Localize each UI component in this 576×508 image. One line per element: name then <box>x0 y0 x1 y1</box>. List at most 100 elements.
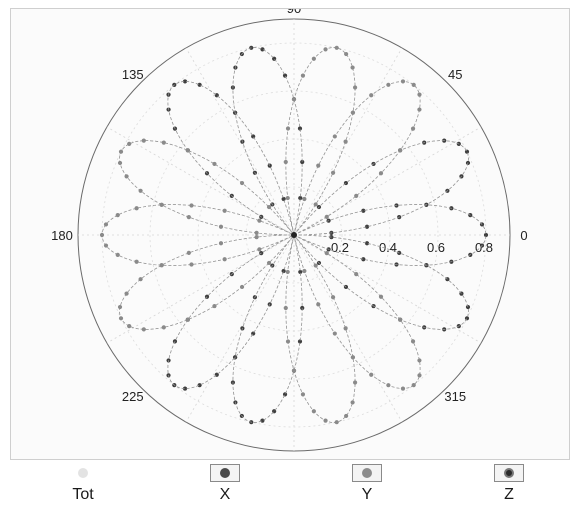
data-point-y <box>410 126 416 131</box>
data-point-x <box>251 134 256 139</box>
radial-tick-label: 0.6 <box>427 240 445 255</box>
data-point-y <box>283 159 288 165</box>
data-point-y <box>189 203 194 208</box>
data-point-x <box>260 418 265 423</box>
legend-item-z[interactable]: Z <box>474 462 544 506</box>
data-point-y <box>186 250 191 255</box>
angle-tick-label: 270 <box>283 460 305 461</box>
data-point-x <box>361 257 366 262</box>
data-point-y <box>324 214 329 219</box>
plot-area: 0.2 0.4 0.6 0.8 0 45 90 135 180 225 270 315 <box>10 8 570 461</box>
data-point-y <box>103 222 109 227</box>
data-point-y <box>313 202 318 207</box>
data-point-y <box>186 215 191 220</box>
angle-tick-label: 45 <box>448 67 462 82</box>
data-point-y <box>159 202 164 207</box>
data-point-x <box>282 73 288 78</box>
data-point-y <box>323 418 328 423</box>
legend-swatch-y <box>352 464 382 482</box>
data-point-x <box>251 331 256 336</box>
data-point-y <box>285 126 291 131</box>
data-point-y <box>417 358 422 363</box>
data-point-x <box>364 224 370 229</box>
data-point-y <box>127 323 132 329</box>
data-point-x <box>483 232 489 238</box>
angle-tick-label: 0 <box>520 228 527 243</box>
data-point-y <box>115 213 120 218</box>
data-point-y <box>118 316 124 321</box>
data-point-y <box>283 305 288 311</box>
data-point-y <box>254 235 259 240</box>
data-point-x <box>361 208 366 213</box>
data-point-y <box>218 241 224 246</box>
data-point-x <box>465 304 471 310</box>
data-point-y <box>386 383 391 388</box>
data-point-y <box>398 317 403 322</box>
data-point-y <box>343 326 348 331</box>
data-point-y <box>285 269 290 275</box>
data-point-y <box>334 420 339 425</box>
data-point-y <box>324 251 329 256</box>
data-point-x <box>300 159 305 165</box>
data-point-y <box>411 82 416 87</box>
data-point-y <box>117 304 123 310</box>
data-point-y <box>330 295 336 300</box>
data-point-y <box>344 51 349 57</box>
data-point-y <box>239 284 245 290</box>
data-point-y <box>350 355 356 360</box>
data-point-y <box>138 277 143 282</box>
legend-swatch-z <box>494 464 524 482</box>
data-point-y <box>254 230 259 235</box>
polar-spoke <box>106 234 295 344</box>
polar-spoke <box>293 234 403 423</box>
data-point-y <box>417 92 422 97</box>
data-point-x <box>281 196 286 202</box>
radial-tick-label: 0.8 <box>475 240 493 255</box>
data-point-y <box>141 138 146 143</box>
data-point-y <box>316 163 321 168</box>
legend-swatch-x <box>210 464 240 482</box>
polar-spoke <box>185 47 295 236</box>
data-point-y <box>400 386 406 391</box>
data-point-y <box>398 148 403 153</box>
data-point-y <box>323 47 328 52</box>
data-point-y <box>103 243 109 248</box>
data-point-y <box>239 180 245 186</box>
legend-item-x[interactable]: X <box>190 462 260 506</box>
legend-item-y[interactable]: Y <box>332 462 402 506</box>
data-point-x <box>298 269 303 275</box>
data-point-y <box>212 303 217 309</box>
polar-ring <box>245 186 343 284</box>
data-point-x <box>281 268 286 274</box>
data-point-y <box>285 195 290 201</box>
data-point-y <box>369 93 374 98</box>
data-point-y <box>218 224 224 229</box>
data-point-y <box>222 257 227 262</box>
data-point-y <box>411 383 416 388</box>
data-point-x <box>197 383 202 388</box>
data-point-y <box>159 263 164 268</box>
data-point-y <box>115 252 120 257</box>
data-point-y <box>118 149 124 154</box>
data-point-x <box>364 241 370 246</box>
data-point-y <box>352 85 358 90</box>
data-point-y <box>354 271 359 277</box>
data-point-y <box>222 208 227 213</box>
legend-item-tot[interactable]: Tot <box>48 462 118 506</box>
radial-tick-label: 0.4 <box>379 240 397 255</box>
data-point-y <box>117 160 123 166</box>
data-point-y <box>185 148 190 153</box>
polar-spoke <box>185 234 295 423</box>
angle-tick-label: 315 <box>444 389 466 404</box>
data-point-y <box>300 73 306 78</box>
data-point-y <box>332 331 337 336</box>
legend-label-z: Z <box>504 486 514 503</box>
data-point-y <box>369 372 374 377</box>
data-point-y <box>141 327 146 332</box>
data-point-y <box>300 392 306 397</box>
data-point-y <box>124 291 129 296</box>
data-point-y <box>185 317 190 322</box>
data-point-y <box>332 134 337 139</box>
radial-tick-label: 0.2 <box>331 240 349 255</box>
data-point-x <box>464 316 470 321</box>
